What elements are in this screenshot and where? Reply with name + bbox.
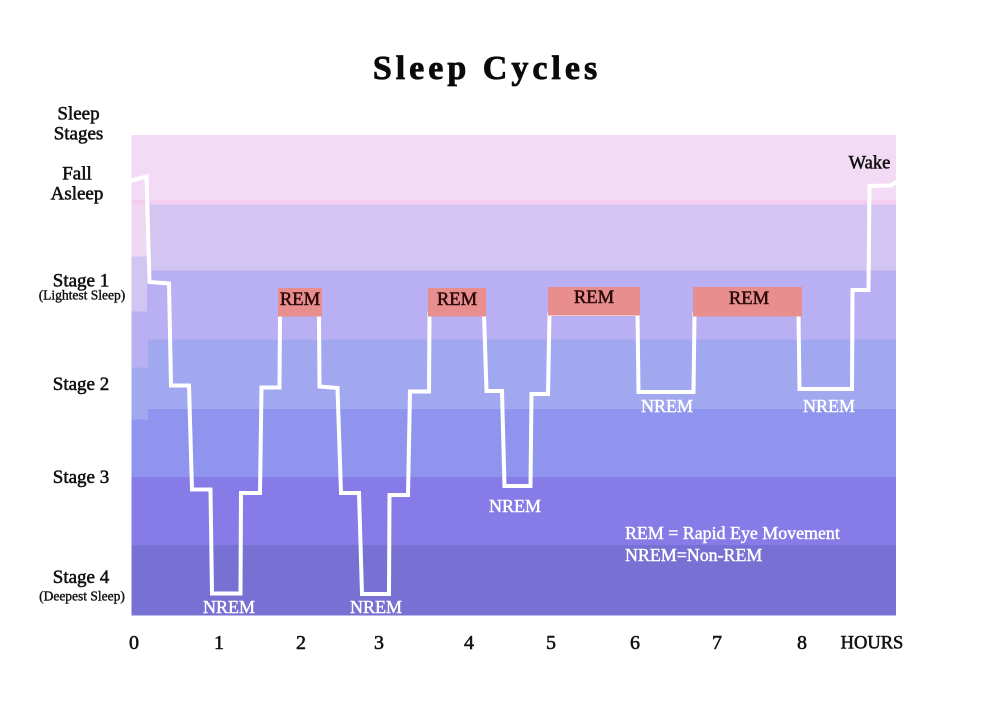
svg-text:4: 4 [464,632,474,654]
svg-text:NREM=Non-REM: NREM=Non-REM [625,545,762,565]
svg-text:Stage 3: Stage 3 [53,467,109,488]
svg-text:NREM: NREM [489,496,541,516]
svg-text:REM: REM [437,289,477,310]
svg-text:(Lightest Sleep): (Lightest Sleep) [39,288,126,303]
svg-text:NREM: NREM [203,597,255,617]
svg-text:Stages: Stages [54,124,104,145]
svg-text:Stage 1: Stage 1 [53,271,109,292]
svg-text:NREM: NREM [641,396,693,416]
svg-text:(Deepest Sleep): (Deepest Sleep) [39,589,125,604]
svg-text:2: 2 [296,632,306,654]
svg-text:NREM: NREM [350,597,402,617]
svg-text:Sleep Cycles: Sleep Cycles [373,50,601,87]
svg-text:Fall: Fall [62,164,92,185]
svg-text:REM: REM [729,288,769,309]
svg-text:REM: REM [280,289,320,310]
svg-text:7: 7 [712,632,722,654]
svg-text:Sleep: Sleep [57,104,99,125]
svg-text:6: 6 [630,632,640,654]
svg-text:5: 5 [546,632,556,654]
svg-text:Asleep: Asleep [51,184,104,205]
svg-text:0: 0 [129,632,139,654]
svg-text:REM = Rapid Eye Movement: REM = Rapid Eye Movement [625,523,840,543]
svg-text:REM: REM [574,287,614,308]
svg-text:Stage 4: Stage 4 [53,567,110,588]
svg-text:8: 8 [797,632,807,654]
svg-text:HOURS: HOURS [841,634,904,654]
svg-text:3: 3 [374,632,384,654]
svg-text:Wake: Wake [849,154,891,174]
svg-text:Stage 2: Stage 2 [53,374,109,395]
svg-text:NREM: NREM [803,396,855,416]
svg-text:1: 1 [214,632,224,654]
